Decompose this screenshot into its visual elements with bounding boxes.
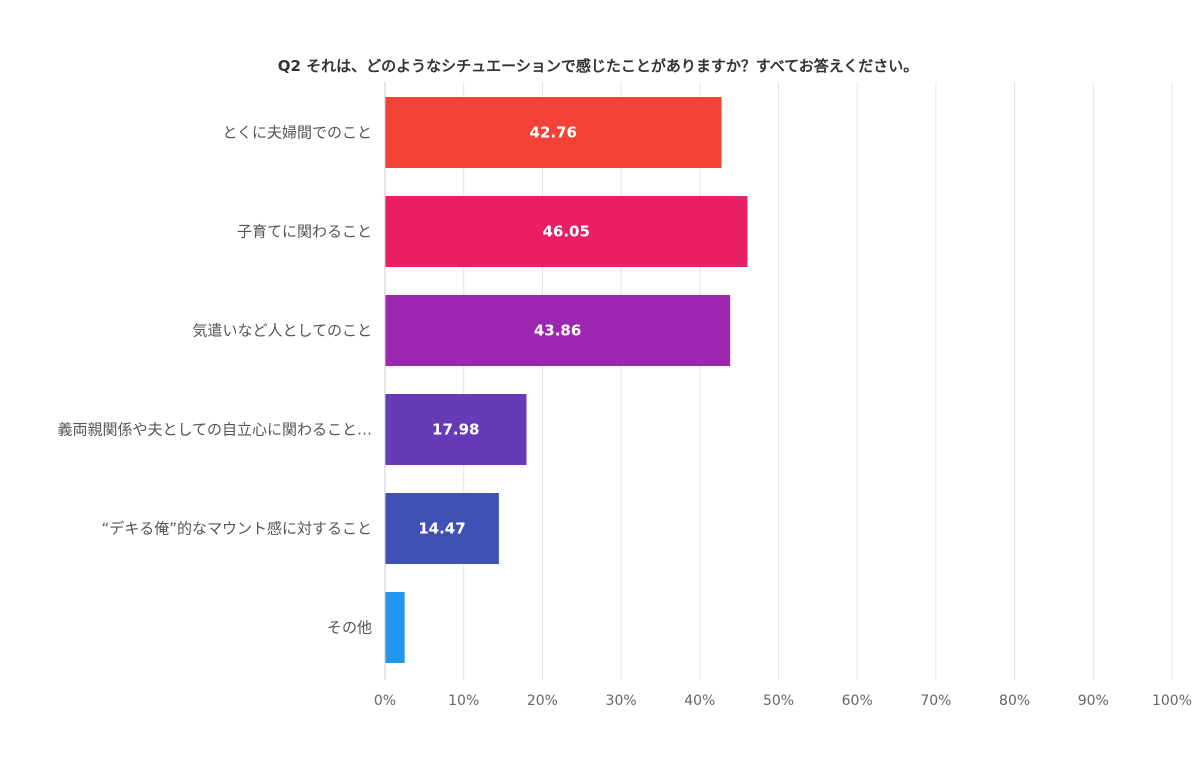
data-label: 43.86 <box>534 322 581 340</box>
data-label: 46.05 <box>542 223 589 241</box>
bar <box>385 295 731 366</box>
x-tick-label: 0% <box>374 693 396 709</box>
gridlines <box>463 82 1173 680</box>
x-axis-ticks: 0% 10% 20% 30% 40% 50% 60% 70% 80% 90% 100% <box>374 693 1192 709</box>
x-tick-label: 10% <box>448 693 479 709</box>
data-label: 14.47 <box>418 520 465 538</box>
bar <box>385 592 405 663</box>
category-label: とくに夫婦間でのこと <box>222 124 372 142</box>
bars: 42.76 46.05 43.86 17.98 14.47 <box>385 97 748 663</box>
x-tick-label: 20% <box>527 693 558 709</box>
category-label: 気遣いなど人としてのこと <box>192 322 372 340</box>
chart-title: Q2 それは、どのようなシチュエーションで感じたことがありますか？すべてお答えく… <box>278 57 919 75</box>
category-labels: とくに夫婦間でのこと子育てに関わること気遣いなど人としてのこと義両親関係や夫とし… <box>57 124 372 637</box>
x-tick-label: 60% <box>842 693 873 709</box>
data-label: 42.76 <box>530 124 577 142</box>
category-label: “デキる俺”的なマウント感に対すること <box>101 520 372 538</box>
category-label: 子育てに関わること <box>237 223 372 241</box>
data-label: 17.98 <box>432 421 479 439</box>
category-label: その他 <box>327 619 372 637</box>
x-tick-label: 90% <box>1078 693 1109 709</box>
x-tick-label: 70% <box>920 693 951 709</box>
x-tick-label: 40% <box>684 693 715 709</box>
category-label: 義両親関係や夫としての自立心に関わること… <box>57 421 372 439</box>
x-tick-label: 50% <box>763 693 794 709</box>
bar <box>385 493 499 564</box>
x-tick-label: 30% <box>606 693 637 709</box>
bar <box>385 97 722 168</box>
x-tick-label: 80% <box>999 693 1030 709</box>
x-tick-label: 100% <box>1152 693 1192 709</box>
bar <box>385 394 527 465</box>
bar <box>385 196 748 267</box>
